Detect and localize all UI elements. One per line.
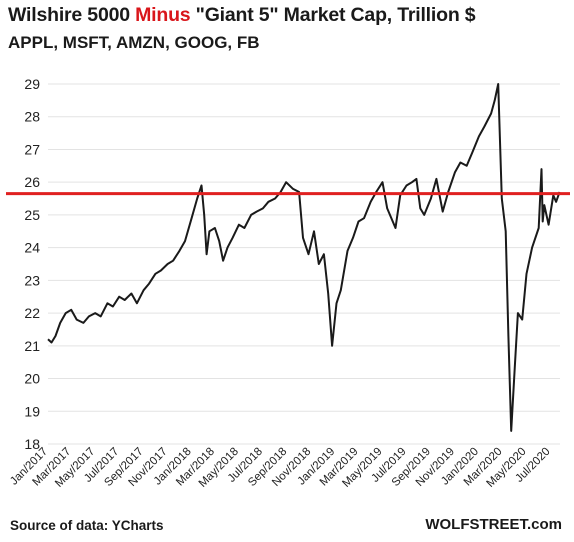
y-tick-label: 29 <box>24 76 40 92</box>
y-tick-label: 21 <box>24 338 40 354</box>
title-part-1: Wilshire 5000 <box>8 4 136 26</box>
y-tick-label: 22 <box>24 305 40 321</box>
grid-lines <box>48 83 560 445</box>
title-part-2: "Giant 5" Market Cap, Trillion $ <box>190 4 476 26</box>
y-axis: 18 19 20 21 22 23 24 25 26 27 28 29 <box>24 76 40 452</box>
y-tick-label: 27 <box>24 141 40 157</box>
source-note: Source of data: YCharts <box>10 518 164 533</box>
y-tick-label: 28 <box>24 109 40 125</box>
y-tick-label: 26 <box>24 174 40 190</box>
y-tick-label: 24 <box>24 240 40 256</box>
chart-title: Wilshire 5000 Minus "Giant 5" Market Cap… <box>8 4 476 27</box>
x-axis: Jan/2017Mar/2017May/2017Jul/2017Sep/2017… <box>8 446 553 490</box>
y-tick-label: 19 <box>24 403 40 419</box>
y-tick-label: 18 <box>24 436 40 452</box>
y-tick-label: 20 <box>24 371 40 387</box>
y-tick-label: 25 <box>24 207 40 223</box>
title-highlight-minus: Minus <box>135 4 191 26</box>
y-tick-label: 23 <box>24 272 40 288</box>
chart-subtitle: APPL, MSFT, AMZN, GOOG, FB <box>8 33 260 52</box>
brand-label: WOLFSTREET.com <box>425 516 562 533</box>
series-line <box>47 83 561 432</box>
plot-area <box>6 83 570 432</box>
